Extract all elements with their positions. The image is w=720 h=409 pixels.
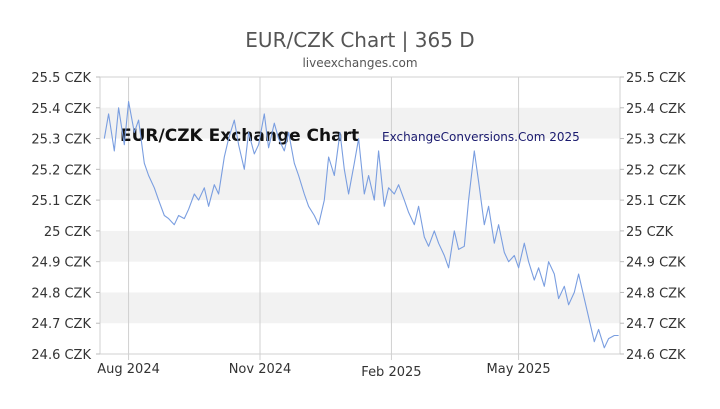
y-tick-label-right: 24.6 CZK — [626, 348, 686, 363]
y-tick-label-right: 24.8 CZK — [626, 286, 686, 301]
grid-vertical-lines — [128, 77, 520, 360]
y-tick-label-right: 25.4 CZK — [626, 102, 686, 117]
y-tick-label-left: 24.9 CZK — [31, 256, 91, 271]
y-tick-label-right: 24.7 CZK — [626, 317, 686, 332]
x-tick-label: May 2025 — [487, 362, 551, 377]
y-tick-label-left: 25.4 CZK — [31, 102, 91, 117]
y-tick-label-left: 25.5 CZK — [31, 71, 91, 86]
series-line — [103, 101, 619, 349]
plot-frame — [99, 76, 621, 355]
x-tick-label: Feb 2025 — [361, 365, 421, 380]
y-tick-label-left: 25.3 CZK — [31, 133, 91, 148]
grid-band — [100, 107, 620, 139]
watermark-right: ExchangeConversions.Com 2025 — [382, 130, 580, 144]
y-tick-label-right: 24.9 CZK — [626, 256, 686, 271]
y-tick-label-left: 25.1 CZK — [31, 194, 91, 209]
y-tick-label-right: 25.2 CZK — [626, 163, 686, 178]
chart-title: EUR/CZK Chart | 365 D — [245, 28, 474, 52]
grid-band — [100, 292, 620, 324]
y-tick-label-left: 25 CZK — [44, 225, 92, 240]
y-tick-label-left: 24.6 CZK — [31, 348, 91, 363]
series-layer — [103, 101, 619, 349]
x-axis: Aug 2024 Nov 2024 Feb 2025 May 2025 — [97, 362, 550, 380]
y-tick-label-right: 25.1 CZK — [626, 194, 686, 209]
x-tick-label: Nov 2024 — [229, 362, 292, 377]
y-tick-label-right: 25.5 CZK — [626, 71, 686, 86]
y-tick-label-left: 24.8 CZK — [31, 286, 91, 301]
y-tick-label-left: 25.2 CZK — [31, 163, 91, 178]
chart-subtitle: liveexchanges.com — [302, 56, 417, 70]
x-tick-label: Aug 2024 — [97, 362, 160, 377]
y-tick-label-right: 25 CZK — [626, 225, 674, 240]
watermark-left: EUR/CZK Exchange Chart — [120, 126, 359, 146]
grid-band — [100, 169, 620, 201]
y-axis: 25.5 CZK 25.5 CZK 25.4 CZK 25.4 CZK 25.3 CZK… — [31, 71, 686, 363]
y-tick-label-left: 24.7 CZK — [31, 317, 91, 332]
grid-bands — [100, 107, 620, 324]
y-tick-label-right: 25.3 CZK — [626, 133, 686, 148]
grid-band — [100, 230, 620, 262]
